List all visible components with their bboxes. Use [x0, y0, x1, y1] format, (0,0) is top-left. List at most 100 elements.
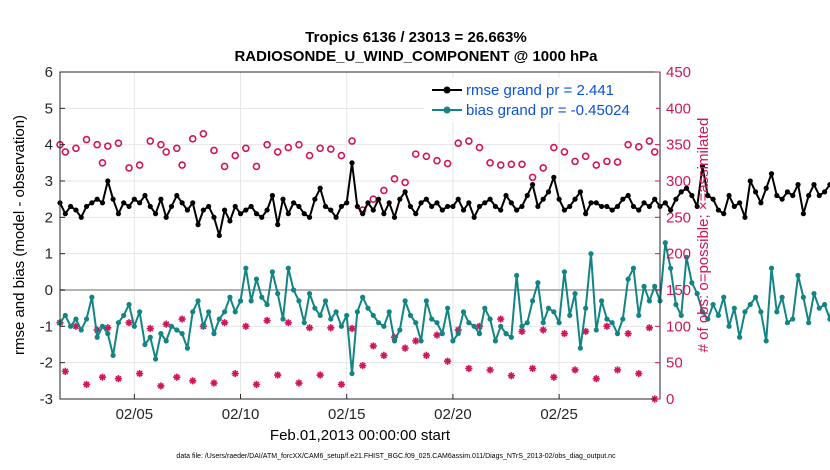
bias-point [322, 298, 329, 304]
obs-assimilated-glyph [444, 357, 452, 365]
rmse-point [593, 200, 599, 206]
chart-title-line1: Tropics 6136 / 23013 = 26.663% [305, 29, 526, 46]
rmse-point [646, 203, 652, 210]
obs-possible-point [496, 161, 505, 169]
obs-assimilated-point [613, 366, 622, 374]
obs-possible-point [82, 135, 91, 144]
bias-point [306, 291, 313, 297]
rmse-point [556, 196, 562, 202]
rmse-point [174, 192, 180, 199]
obs-assimilated-point [231, 369, 239, 378]
obs-assimilated-glyph [550, 373, 558, 381]
y-right-tick-label: 350 [666, 137, 691, 154]
rmse-point [312, 196, 318, 202]
rmse-point [498, 207, 504, 213]
y-left-tick-label: 2 [45, 209, 53, 226]
bias-point [524, 320, 530, 326]
bias-point [768, 265, 775, 271]
obs-assimilated-point [497, 315, 505, 323]
bias-point [466, 320, 472, 326]
obs-possible-point [411, 150, 420, 158]
bias-point [737, 334, 743, 340]
obs-assimilated-point [295, 379, 303, 387]
rmse-point [105, 178, 111, 184]
rmse-point [545, 189, 552, 195]
x-tick-label: 02/10 [222, 406, 260, 423]
obs-assimilated-glyph [582, 327, 590, 336]
obs-assimilated-glyph [528, 364, 537, 373]
bias-point [434, 320, 440, 326]
bias-point [710, 301, 716, 308]
bias-point [668, 265, 674, 271]
bias-point [423, 298, 429, 304]
rmse-point [811, 182, 817, 188]
bias-point [259, 294, 265, 300]
bias-line [59, 241, 830, 375]
obs-assimilated-glyph [613, 366, 622, 374]
rmse-point [514, 207, 520, 213]
obs-assimilated-point [327, 324, 335, 332]
y-right-tick-label: 200 [666, 246, 691, 263]
rmse-point [455, 196, 461, 202]
obs-assimilated-point [157, 382, 165, 390]
rmse-point [142, 192, 148, 199]
obs-assimilated-point [274, 371, 282, 379]
obs-assimilated-glyph [645, 324, 653, 332]
rmse-point [816, 192, 822, 199]
obs-possible-point [650, 148, 659, 156]
rmse-point [822, 189, 828, 195]
bias-point [391, 338, 398, 344]
bias-point [280, 316, 286, 322]
bias-point [402, 298, 408, 304]
rmse-point [269, 192, 275, 199]
obs-possible-point [316, 144, 324, 153]
obs-possible-point [135, 161, 144, 169]
obs-assimilated-glyph [539, 326, 547, 334]
obs-possible-point [210, 146, 218, 155]
bias-point [227, 294, 233, 300]
rmse-point [354, 203, 360, 210]
bias-point [349, 370, 355, 377]
obs-assimilated-glyph [98, 373, 107, 381]
obs-possible-point [305, 151, 314, 160]
bias-point [179, 331, 185, 337]
obs-assimilated-point [518, 327, 526, 336]
obs-assimilated-point [412, 337, 420, 345]
rmse-point [253, 211, 260, 217]
y-left-tick-label: 3 [45, 173, 53, 190]
rmse-point [630, 203, 637, 210]
rmse-point [184, 207, 191, 213]
rmse-point [397, 196, 403, 202]
bias-point [774, 309, 780, 315]
rmse-point [641, 200, 647, 206]
obs-possible-point [263, 140, 271, 149]
x-tick-label: 02/05 [116, 406, 154, 423]
rmse-point [370, 207, 376, 213]
rmse-point [774, 192, 780, 199]
bias-point [253, 276, 260, 282]
rmse-point [349, 160, 355, 166]
bias-point [620, 316, 626, 322]
rmse-point [668, 207, 674, 213]
rmse-point [115, 211, 122, 217]
x-tick-label: 02/20 [434, 406, 472, 423]
right-axis: 0 50 100 150 200 250 300 350 400 450 [655, 64, 691, 408]
legend-item-rmse: rmse grand pr = 2.441 [432, 82, 614, 99]
rmse-point [583, 211, 589, 217]
obs-assimilated-glyph [242, 322, 250, 330]
y-right-tick-label: 250 [666, 209, 691, 226]
rmse-point [519, 203, 525, 210]
rmse-point [450, 203, 456, 210]
obs-assimilated-point [348, 324, 356, 333]
bias-point [806, 320, 812, 326]
rmse-point [306, 214, 313, 220]
rmse-point [275, 222, 281, 228]
bias-point [344, 312, 350, 319]
bias-point [731, 305, 737, 311]
bias-point [636, 312, 642, 319]
bias-point [678, 312, 684, 319]
bias-point [614, 331, 621, 337]
obs-possible-point [528, 173, 537, 182]
bias-point [460, 309, 467, 315]
obs-assimilated-point [645, 324, 653, 332]
